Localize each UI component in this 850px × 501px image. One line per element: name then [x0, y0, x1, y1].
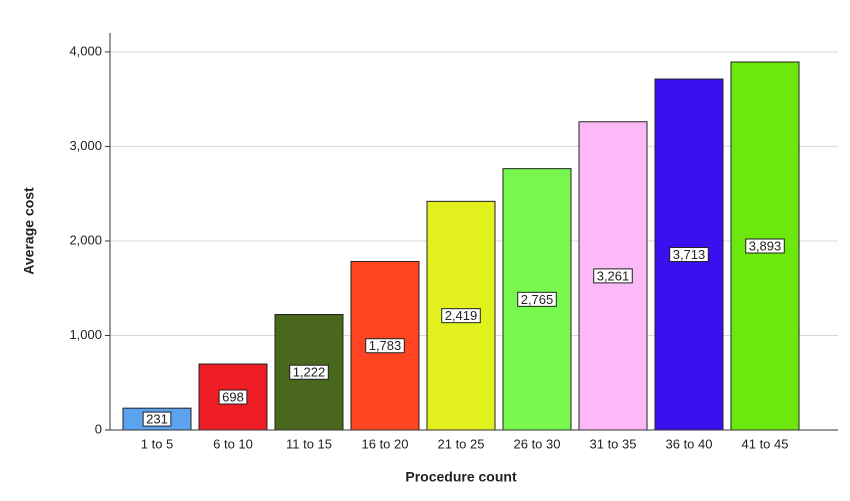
value-label-box [593, 268, 633, 284]
value-label-box [289, 364, 329, 380]
y-axis-label: Average cost [21, 187, 37, 275]
value-label: 2,765 [521, 292, 554, 307]
y-tick-label: 3,000 [69, 138, 102, 153]
x-tick-label: 1 to 5 [141, 436, 174, 451]
y-tick-label: 2,000 [69, 232, 102, 247]
value-label-box [365, 338, 405, 354]
x-axis-label: Procedure count [405, 469, 517, 485]
x-tick-label: 36 to 40 [666, 436, 713, 451]
value-label-box [441, 308, 481, 324]
x-tick-label: 26 to 30 [514, 436, 561, 451]
value-label-box [669, 247, 709, 263]
x-tick-label: 11 to 15 [286, 436, 332, 451]
value-label-box [745, 238, 785, 254]
x-tick-label: 31 to 35 [590, 436, 637, 451]
x-tick-label: 21 to 25 [438, 436, 485, 451]
value-label-box [517, 291, 557, 307]
value-label: 3,893 [749, 238, 782, 253]
value-label: 1,783 [369, 338, 402, 353]
y-tick-label: 0 [95, 421, 102, 436]
value-label: 231 [146, 412, 168, 427]
y-tick-label: 4,000 [69, 43, 102, 58]
y-tick-label: 1,000 [69, 327, 102, 342]
value-label: 698 [222, 389, 244, 404]
value-label-box [142, 411, 172, 427]
value-label: 1,222 [293, 365, 326, 380]
value-label-box [218, 389, 248, 405]
value-label: 3,261 [597, 268, 630, 283]
x-tick-label: 6 to 10 [213, 436, 253, 451]
x-tick-label: 41 to 45 [742, 436, 789, 451]
value-label: 2,419 [445, 308, 478, 323]
value-label: 3,713 [673, 247, 706, 262]
x-tick-label: 16 to 20 [362, 436, 409, 451]
